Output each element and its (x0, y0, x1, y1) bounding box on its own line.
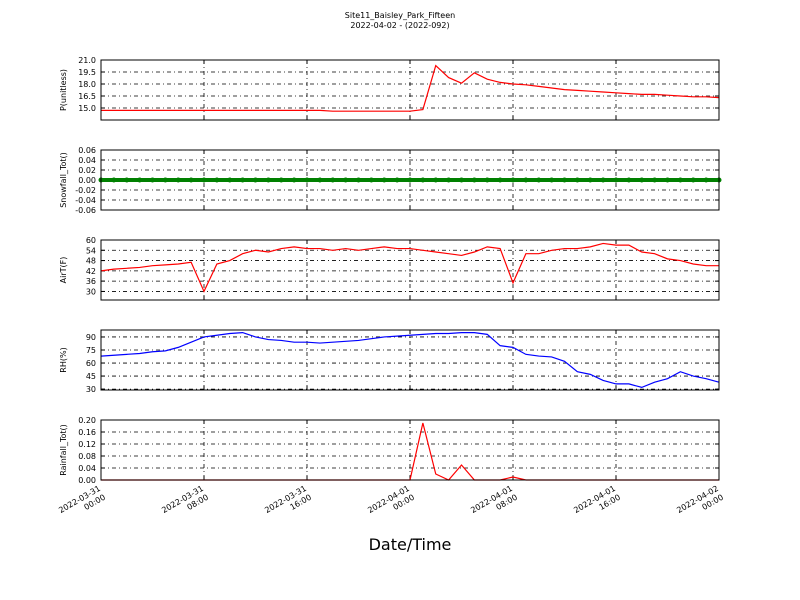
data-point (278, 177, 284, 183)
data-point (227, 177, 233, 183)
y-tick-label: 48 (86, 257, 96, 266)
y-tick-label: 16.5 (78, 92, 96, 101)
data-point (368, 177, 374, 183)
data-point (536, 177, 542, 183)
data-point (497, 177, 503, 183)
data-point (639, 177, 645, 183)
y-axis-label: P(unitless) (59, 69, 68, 111)
y-axis-label: AirT(F) (59, 257, 68, 284)
y-tick-label: 54 (86, 246, 96, 255)
y-tick-label: 0.06 (78, 146, 96, 155)
chart-title: Site11_Baisley_Park_Fifteen (345, 11, 455, 20)
data-point (201, 177, 207, 183)
y-tick-label: 0.12 (78, 440, 96, 449)
data-line (100, 242, 719, 293)
data-point (381, 177, 387, 183)
data-point (587, 177, 593, 183)
data-point (562, 177, 567, 183)
data-point (240, 177, 246, 183)
data-point (626, 177, 632, 183)
y-axis-label: Snowfall_Tot() (59, 152, 68, 208)
data-point (600, 177, 606, 183)
data-line (100, 332, 720, 389)
data-point (433, 177, 439, 183)
y-tick-label: 60 (86, 359, 96, 368)
y-tick-label: 60 (86, 236, 96, 245)
y-tick-label: 45 (86, 372, 96, 381)
data-point (175, 177, 181, 183)
data-point (690, 177, 696, 183)
y-tick-label: 90 (86, 333, 96, 342)
y-tick-label: 42 (86, 267, 96, 276)
data-point (356, 177, 361, 183)
y-axis-label: RH(%) (59, 347, 68, 372)
y-tick-label: -0.04 (75, 196, 96, 205)
data-point (523, 177, 529, 183)
plot-frame (100, 149, 720, 211)
y-tick-label: 15.0 (78, 104, 96, 113)
data-point (510, 177, 516, 183)
data-point (343, 177, 349, 183)
plot-frame (100, 239, 720, 301)
x-axis-label: Date/Time (369, 535, 452, 554)
data-point (574, 177, 580, 183)
data-point (304, 177, 310, 183)
y-tick-label: 0.00 (78, 476, 96, 485)
y-tick-label: 36 (86, 277, 96, 286)
data-point (665, 177, 670, 183)
data-point (471, 177, 477, 183)
y-tick-label: 18.0 (78, 80, 96, 89)
data-point (549, 177, 555, 183)
y-tick-label: 75 (86, 346, 96, 355)
data-point (124, 177, 130, 183)
data-point (394, 177, 400, 183)
data-point (407, 177, 413, 183)
y-tick-label: 21.0 (78, 56, 96, 65)
plot-frame (100, 329, 720, 391)
data-point (111, 177, 117, 183)
data-point (613, 177, 619, 183)
plot-frame (100, 419, 720, 481)
data-point (317, 177, 323, 183)
y-tick-label: 0.04 (78, 156, 96, 165)
y-tick-label: 19.5 (78, 68, 96, 77)
y-tick-label: 0.04 (78, 464, 96, 473)
data-point (162, 177, 168, 183)
y-tick-label: 0.20 (78, 416, 96, 425)
y-tick-label: 0.08 (78, 452, 96, 461)
data-point (188, 177, 194, 183)
data-point (459, 177, 464, 183)
data-point (150, 177, 155, 183)
y-tick-label: 0.00 (78, 176, 96, 185)
data-point (214, 177, 220, 183)
data-point (420, 177, 426, 183)
data-point (446, 177, 452, 183)
data-point (677, 177, 683, 183)
data-point (137, 177, 143, 183)
data-point (330, 177, 336, 183)
y-tick-label: 0.02 (78, 166, 96, 175)
y-tick-label: 0.16 (78, 428, 96, 437)
y-tick-label: -0.02 (75, 186, 96, 195)
data-point (652, 177, 658, 183)
data-point (253, 177, 258, 183)
chart-subtitle: 2022-04-02 - (2022-092) (350, 21, 449, 30)
data-point (291, 177, 297, 183)
y-axis-label: Rainfall_Tot() (59, 424, 68, 476)
plot-frame (100, 59, 720, 121)
y-tick-label: 30 (86, 287, 96, 296)
data-point (265, 177, 271, 183)
y-tick-label: -0.06 (75, 206, 96, 215)
data-point (484, 177, 490, 183)
data-line (101, 64, 720, 112)
y-tick-label: 30 (86, 385, 96, 394)
data-point (703, 177, 709, 183)
